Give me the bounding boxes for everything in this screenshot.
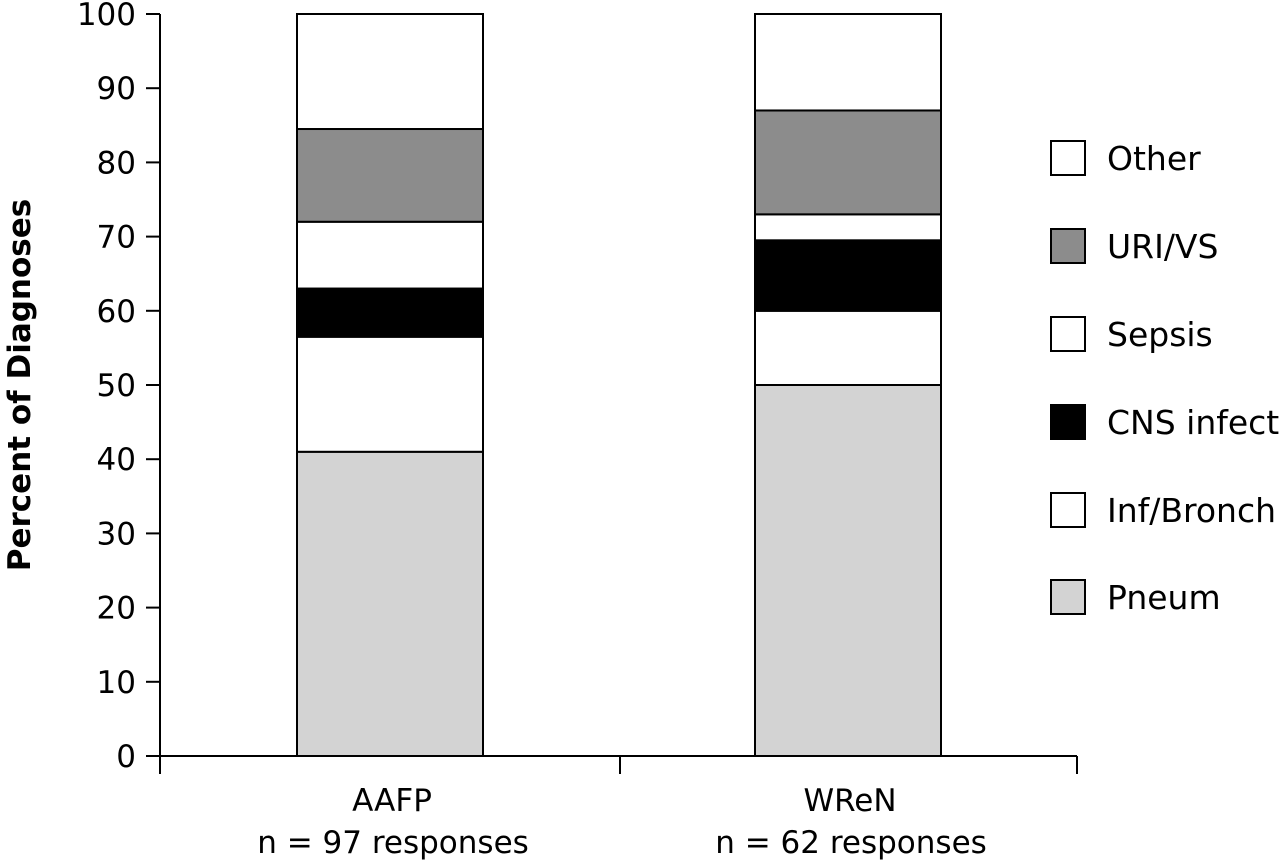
- y-tick-label: 30: [97, 516, 136, 552]
- y-tick-label: 20: [97, 591, 136, 627]
- x-category-sublabel: n = 97 responses: [257, 825, 529, 861]
- y-tick-label: 90: [97, 71, 136, 107]
- legend-swatch: [1050, 492, 1086, 528]
- legend-item-other: Other: [1050, 139, 1201, 178]
- legend-item-cns-infect: CNS infect: [1050, 403, 1279, 442]
- bar-wren-cns-infect: [754, 239, 942, 312]
- legend-label: URI/VS: [1107, 227, 1218, 266]
- bar-wren-other: [754, 13, 942, 112]
- bar-aafp-pneum: [296, 450, 484, 757]
- bar-aafp-cns-infect: [296, 287, 484, 338]
- y-tick-label: 10: [97, 665, 136, 701]
- y-tick-label: 0: [116, 739, 136, 775]
- x-category-label: AAFP: [352, 783, 432, 819]
- bar-aafp-sepsis: [296, 220, 484, 290]
- x-category-label: WReN: [803, 783, 896, 819]
- legend-item-pneum: Pneum: [1050, 578, 1221, 617]
- bar-aafp-other: [296, 13, 484, 131]
- legend-swatch: [1050, 228, 1086, 264]
- legend-swatch: [1050, 404, 1086, 440]
- bar-wren-pneum: [754, 384, 942, 757]
- y-tick-label: 50: [97, 368, 136, 404]
- y-tick-label: 100: [77, 0, 136, 33]
- y-axis: 0 10 20 30 40 50 60 70 80 90 100: [77, 0, 161, 775]
- y-tick-label: 40: [97, 442, 136, 478]
- legend-swatch: [1050, 316, 1086, 352]
- legend-label: Inf/Bronch: [1107, 491, 1276, 530]
- legend: Other URI/VS Sepsis CNS infect Inf/Bronch Pne…: [1050, 139, 1279, 617]
- legend-swatch: [1050, 140, 1086, 176]
- legend-item-sepsis: Sepsis: [1050, 315, 1213, 354]
- legend-label: Other: [1107, 139, 1201, 178]
- x-category-sublabel: n = 62 responses: [715, 825, 987, 861]
- legend-label: Sepsis: [1107, 315, 1213, 354]
- legend-item-inf-bronch: Inf/Bronch: [1050, 491, 1276, 530]
- y-axis-label: Percent of Diagnoses: [2, 199, 38, 571]
- bar-wren-sepsis: [754, 213, 942, 242]
- bars: [296, 13, 942, 757]
- x-axis: AAFP n = 97 responses WReN n = 62 responses: [159, 755, 1078, 861]
- y-tick-label: 60: [97, 294, 136, 330]
- bar-wren-inf-bronch: [754, 309, 942, 386]
- legend-swatch: [1050, 579, 1086, 615]
- legend-item-uri-vs: URI/VS: [1050, 227, 1218, 266]
- y-tick-label: 80: [97, 145, 136, 181]
- legend-label: CNS infect: [1107, 403, 1279, 442]
- bar-aafp-inf-bronch: [296, 335, 484, 453]
- y-tick-label: 70: [97, 220, 136, 256]
- bar-aafp-uri-vs: [296, 128, 484, 223]
- bar-wren-uri-vs: [754, 109, 942, 216]
- legend-label: Pneum: [1107, 578, 1221, 617]
